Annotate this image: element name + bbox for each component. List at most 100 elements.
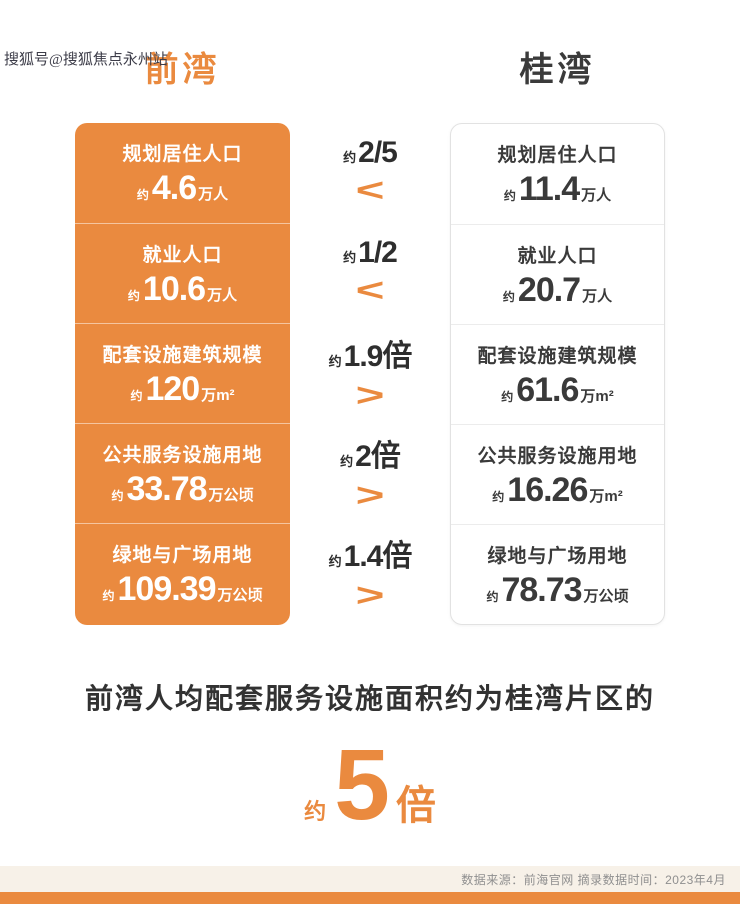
qianwan-row-population: 规划居住人口 约 4.6 万人	[75, 123, 290, 223]
metric-value-line: 约 20.7 万人	[502, 270, 613, 309]
metric-value-line: 约 11.4 万人	[503, 170, 612, 209]
conclusion-unit: 倍	[395, 784, 436, 828]
qianwan-row-facilities: 配套设施建筑规模 约 120 万m²	[75, 323, 290, 423]
approx-prefix: 约	[343, 150, 357, 165]
metric-value: 120	[145, 369, 200, 408]
approx-prefix: 约	[130, 388, 143, 403]
ratio-row-population: 约 2/5 <	[290, 123, 450, 223]
approx-prefix: 约	[492, 489, 505, 504]
column-headers: 前湾 桂湾	[0, 42, 740, 91]
metric-value-line: 约 61.6 万m²	[501, 370, 614, 409]
approx-prefix: 约	[127, 288, 140, 303]
ratio-line: 约 2倍	[340, 431, 401, 475]
header-gap	[290, 42, 450, 91]
ratio-value: 2/5	[358, 136, 398, 169]
metric-label: 配套设施建筑规模	[102, 344, 263, 366]
metric-value-line: 约 16.26 万m²	[492, 470, 623, 509]
greater-than-icon: >	[355, 578, 385, 614]
metric-unit: 万人	[207, 286, 238, 304]
guiwan-column: 规划居住人口 约 11.4 万人 就业人口 约 20.7 万人 配套设施建筑规模…	[450, 123, 665, 625]
approx-prefix: 约	[304, 799, 327, 824]
bottom-accent-bar	[0, 892, 740, 904]
metric-value-line: 约 4.6 万人	[136, 169, 229, 208]
ratio-value: 2倍	[355, 440, 401, 473]
watermark: 搜狐号@搜狐焦点永州站	[4, 52, 168, 68]
qianwan-column: 规划居住人口 约 4.6 万人 就业人口 约 10.6 万人 配套设施建筑规模 …	[75, 123, 290, 625]
metric-label: 就业人口	[142, 244, 223, 266]
metric-value-line: 约 10.6 万人	[127, 269, 238, 308]
ratio-line: 约 1/2	[343, 236, 398, 270]
approx-prefix: 约	[503, 189, 516, 204]
metric-unit: 万m²	[201, 386, 235, 404]
ratio-value: 1/2	[358, 236, 398, 269]
guiwan-row-employment: 就业人口 约 20.7 万人	[451, 224, 664, 324]
approx-prefix: 约	[136, 188, 149, 203]
approx-prefix: 约	[111, 488, 124, 503]
approx-prefix: 约	[501, 389, 514, 404]
ratio-row-green-space: 约 1.4倍 >	[290, 523, 450, 623]
data-source-footer: 数据来源：前海官网 摘录数据时间：2023年4月	[0, 866, 740, 892]
conclusion-text: 前湾人均配套服务设施面积约为桂湾片区的	[84, 683, 655, 714]
metric-value: 78.73	[501, 570, 582, 609]
metric-unit: 万公顷	[217, 586, 263, 604]
metric-label: 规划居住人口	[497, 145, 618, 167]
guiwan-row-facilities: 配套设施建筑规模 约 61.6 万m²	[451, 324, 664, 424]
ratio-line: 约 2/5	[343, 136, 398, 170]
ratio-line: 约 1.9倍	[328, 331, 413, 375]
header-qianwan: 前湾	[144, 51, 221, 89]
metric-value-line: 约 78.73 万公顷	[486, 570, 629, 609]
metric-unit: 万人	[198, 186, 229, 204]
metric-label: 规划居住人口	[122, 144, 243, 166]
metric-unit: 万公顷	[208, 486, 254, 504]
metric-value-line: 约 109.39 万公顷	[102, 569, 263, 608]
metric-label: 绿地与广场用地	[112, 544, 253, 566]
qianwan-row-green-space: 绿地与广场用地 约 109.39 万公顷	[75, 523, 290, 623]
approx-prefix: 约	[502, 289, 515, 304]
metric-value: 61.6	[516, 370, 579, 409]
approx-prefix: 约	[340, 454, 354, 469]
metric-value: 16.26	[507, 470, 588, 509]
ratio-row-facilities: 约 1.9倍 >	[290, 323, 450, 423]
ratio-value: 1.4倍	[343, 540, 413, 573]
metric-unit: 万m²	[580, 387, 614, 405]
qianwan-row-public-service-land: 公共服务设施用地 约 33.78 万公顷	[75, 423, 290, 523]
metric-label: 公共服务设施用地	[102, 444, 263, 466]
metric-value-line: 约 33.78 万公顷	[111, 469, 254, 508]
qianwan-row-employment: 就业人口 约 10.6 万人	[75, 223, 290, 323]
metric-unit: 万公顷	[583, 587, 629, 605]
ratio-column: 约 2/5 < 约 1/2 < 约 1.9倍 > 约 2倍 >	[290, 123, 450, 625]
guiwan-row-green-space: 绿地与广场用地 约 78.73 万公顷	[451, 524, 664, 624]
approx-prefix: 约	[102, 588, 115, 603]
ratio-row-employment: 约 1/2 <	[290, 223, 450, 323]
metric-value: 10.6	[142, 269, 206, 308]
header-guiwan: 桂湾	[519, 51, 596, 89]
metric-value-line: 约 120 万m²	[130, 369, 235, 408]
metric-label: 公共服务设施用地	[477, 445, 638, 467]
greater-than-icon: >	[355, 478, 385, 514]
ratio-line: 约 1.4倍	[328, 531, 413, 575]
metric-value: 4.6	[151, 169, 197, 208]
approx-prefix: 约	[328, 554, 342, 569]
metric-label: 就业人口	[517, 245, 598, 267]
metric-value: 11.4	[518, 170, 580, 209]
metric-unit: 万人	[581, 187, 612, 205]
data-source-text: 数据来源：前海官网 摘录数据时间：2023年4月	[461, 872, 726, 887]
approx-prefix: 约	[486, 589, 499, 604]
metric-value: 33.78	[126, 469, 207, 508]
guiwan-row-public-service-land: 公共服务设施用地 约 16.26 万m²	[451, 424, 664, 524]
metric-value: 109.39	[117, 569, 217, 608]
less-than-icon: <	[355, 173, 385, 209]
metric-unit: 万人	[582, 287, 613, 305]
guiwan-row-population: 规划居住人口 约 11.4 万人	[451, 124, 664, 224]
conclusion-value: 5	[334, 729, 390, 841]
comparison-table: 规划居住人口 约 4.6 万人 就业人口 约 10.6 万人 配套设施建筑规模 …	[0, 123, 740, 625]
conclusion-ratio: 约 5 倍	[0, 735, 740, 835]
metric-unit: 万m²	[589, 487, 623, 505]
metric-label: 绿地与广场用地	[487, 545, 628, 567]
ratio-row-public-service-land: 约 2倍 >	[290, 423, 450, 523]
ratio-value: 1.9倍	[343, 340, 413, 373]
approx-prefix: 约	[328, 354, 342, 369]
metric-value: 20.7	[517, 270, 581, 309]
greater-than-icon: >	[355, 378, 385, 414]
approx-prefix: 约	[343, 250, 357, 265]
